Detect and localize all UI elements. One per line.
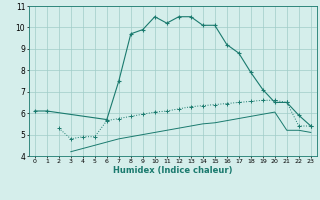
X-axis label: Humidex (Indice chaleur): Humidex (Indice chaleur) (113, 166, 233, 175)
